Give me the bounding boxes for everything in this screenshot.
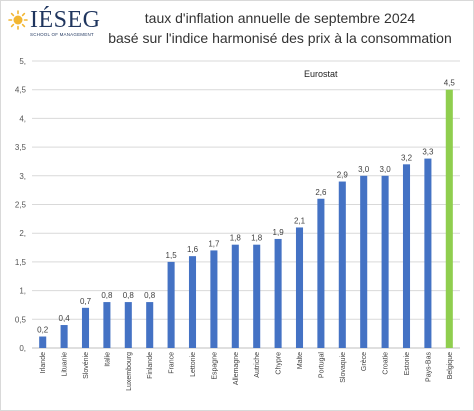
bar-1 — [60, 325, 68, 348]
bar-18 — [424, 158, 432, 348]
bar-2 — [81, 307, 90, 348]
x-tick-label: Italie — [104, 352, 111, 367]
data-label: 4,5 — [444, 79, 456, 88]
x-tick-label: Pays-Bas — [425, 352, 432, 382]
data-label: 1,6 — [187, 245, 199, 254]
sun-logo-icon — [8, 10, 28, 30]
bar-14 — [338, 181, 346, 348]
logo-wordmark: IÉSEG — [30, 7, 101, 33]
bar-3 — [103, 302, 111, 348]
x-tick-label: Grèce — [361, 352, 368, 371]
bar-19 — [445, 89, 453, 348]
bar-9 — [231, 244, 239, 348]
data-label: 0,8 — [144, 291, 156, 300]
x-tick-label: Portugal — [318, 352, 325, 379]
bar-8 — [210, 250, 218, 348]
data-label: 0,4 — [59, 314, 71, 323]
bar-7 — [188, 256, 197, 348]
x-tick-label: Slovaquie — [340, 352, 347, 383]
data-label: 2,9 — [337, 171, 349, 180]
bar-11 — [274, 238, 282, 348]
y-tick-label: 2,5 — [15, 201, 27, 210]
bar-0 — [39, 336, 47, 348]
data-label: 3,0 — [380, 165, 392, 174]
x-tick-label: Luxembourg — [126, 352, 133, 391]
y-tick-label: 4,5 — [15, 86, 27, 95]
x-tick-label: Lituanie — [62, 352, 69, 377]
data-label: 3,3 — [422, 148, 434, 157]
data-label: 1,8 — [230, 234, 242, 243]
y-tick-label: 0,5 — [15, 315, 27, 324]
x-tick-label: Belgique — [447, 352, 454, 379]
y-tick-label: 0, — [19, 344, 26, 353]
y-tick-label: 4, — [19, 114, 26, 123]
x-tick-label: Espagne — [211, 352, 218, 380]
data-label: 2,6 — [315, 188, 327, 197]
data-label: 1,9 — [273, 228, 285, 237]
source-annotation: Eurostat — [304, 69, 338, 79]
x-tick-label: Chypre — [276, 352, 283, 375]
bar-16 — [381, 175, 389, 348]
bar-10 — [253, 244, 261, 348]
bar-15 — [360, 175, 368, 348]
data-label: 0,7 — [80, 297, 92, 306]
y-tick-label: 3,5 — [15, 143, 27, 152]
bar-6 — [167, 261, 175, 348]
y-tick-label: 5, — [19, 57, 26, 66]
data-label: 0,8 — [101, 291, 113, 300]
data-label: 3,0 — [358, 165, 370, 174]
bar-5 — [146, 302, 154, 348]
x-tick-label: Autriche — [254, 352, 261, 378]
x-tick-label: France — [169, 352, 176, 374]
y-tick-label: 2, — [19, 229, 26, 238]
y-tick-label: 1,5 — [15, 258, 27, 267]
chart-title-line-1: taux d'inflation annuelle de septembre 2… — [144, 10, 416, 26]
logo-subtitle: SCHOOL OF MANAGEMENT — [30, 32, 94, 37]
data-label: 0,8 — [123, 291, 135, 300]
data-label: 1,5 — [166, 251, 178, 260]
data-label: 2,1 — [294, 216, 306, 225]
data-label: 0,2 — [37, 326, 49, 335]
x-tick-label: Croatie — [383, 352, 390, 375]
data-label: 3,2 — [401, 153, 413, 162]
x-tick-label: Finlande — [147, 352, 154, 379]
x-tick-label: Estonie — [404, 352, 411, 375]
x-tick-label: Irlande — [40, 352, 47, 374]
data-label: 1,8 — [251, 234, 263, 243]
x-tick-label: Slovénie — [83, 352, 90, 379]
y-tick-label: 1, — [19, 287, 26, 296]
x-tick-label: Lettonie — [190, 352, 197, 377]
bar-17 — [402, 164, 411, 348]
data-label: 1,7 — [208, 239, 220, 248]
y-tick-label: 3, — [19, 172, 26, 181]
chart-title-line-2: basé sur l'indice harmonisé des prix à l… — [108, 30, 452, 46]
x-tick-label: Malte — [297, 352, 304, 369]
bar-4 — [124, 302, 132, 348]
bar-12 — [295, 227, 304, 348]
ieseg-logo: IÉSEG SCHOOL OF MANAGEMENT — [8, 7, 101, 40]
bar-13 — [317, 198, 325, 348]
x-tick-label: Allemagne — [233, 352, 240, 385]
